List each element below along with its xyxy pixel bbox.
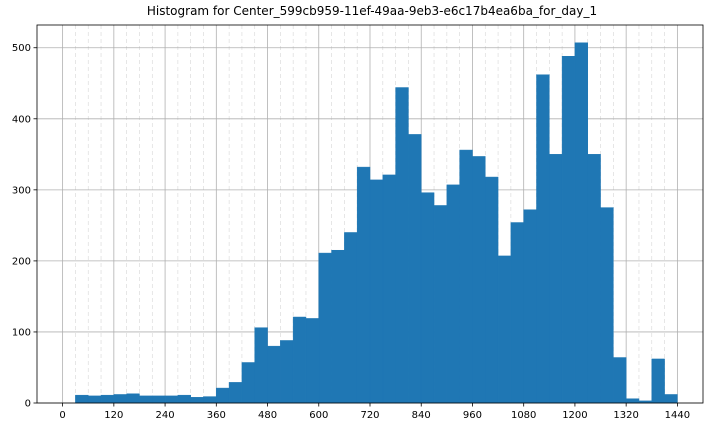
x-tick-label: 120 — [104, 410, 123, 421]
histogram-bar — [587, 154, 601, 404]
histogram-bar — [139, 395, 153, 404]
histogram-bar — [472, 156, 486, 404]
histogram-bar — [369, 179, 384, 404]
x-tick-label: 960 — [463, 410, 482, 421]
histogram-bar — [203, 396, 217, 404]
x-tick-label: 240 — [156, 410, 175, 421]
y-tick-label: 400 — [12, 114, 31, 125]
x-tick-label: 840 — [412, 410, 431, 421]
x-axis: 0 120 240 360 480 600 720 840 960 1080 1200 1320 144… — [59, 403, 690, 421]
x-tick-label: 600 — [309, 410, 328, 421]
histogram-bar — [241, 362, 255, 404]
histogram-bar — [536, 74, 550, 404]
histogram-bar — [395, 87, 409, 404]
histogram-bar — [420, 192, 435, 404]
y-tick-label: 200 — [12, 256, 31, 267]
histogram-bar — [433, 205, 448, 404]
histogram-bar — [382, 174, 396, 404]
histogram-bar — [344, 232, 358, 404]
histogram-bar — [549, 154, 563, 404]
histogram-bar — [280, 340, 294, 404]
y-tick-label: 0 — [25, 399, 31, 410]
histogram-bar — [356, 166, 371, 404]
y-axis: 0 100 200 300 400 500 — [12, 43, 37, 410]
histogram-bar — [574, 42, 588, 404]
histogram-bar — [190, 397, 204, 404]
x-tick-label: 720 — [360, 410, 379, 421]
histogram-bar — [664, 394, 678, 404]
histogram-bar — [446, 184, 460, 404]
histogram-bar — [613, 357, 627, 404]
histogram-bar — [510, 222, 524, 404]
histogram-bar — [177, 394, 191, 404]
histogram-bar — [561, 56, 576, 404]
histogram-bar — [459, 149, 473, 404]
histogram-bar — [113, 394, 127, 404]
x-tick-label: 1200 — [562, 410, 587, 421]
histogram-bar — [100, 394, 115, 404]
histogram-bar — [305, 318, 320, 404]
y-tick-label: 100 — [12, 327, 31, 338]
histogram-bar — [497, 255, 512, 404]
histogram-bar — [216, 387, 230, 404]
histogram-bar — [164, 395, 179, 404]
x-tick-label: 1440 — [665, 410, 690, 421]
histogram-bar — [318, 252, 332, 404]
x-tick-label: 1320 — [613, 410, 638, 421]
histogram-bar — [152, 395, 166, 404]
x-tick-label: 0 — [59, 410, 65, 421]
histogram-bar — [228, 382, 243, 404]
histogram-bar — [292, 316, 307, 404]
histogram-bar — [267, 345, 281, 404]
histogram-bar — [600, 207, 614, 404]
chart-title: Histogram for Center_599cb959-11ef-49aa-… — [147, 4, 597, 18]
histogram-bar — [485, 176, 499, 404]
x-tick-label: 360 — [207, 410, 226, 421]
histogram-bars — [75, 42, 678, 404]
histogram-bar — [254, 327, 268, 404]
y-tick-label: 500 — [12, 43, 31, 54]
histogram-bar — [331, 249, 345, 404]
histogram-bar — [126, 393, 140, 404]
histogram-bar — [408, 134, 422, 404]
histogram-bar — [523, 209, 537, 404]
histogram-bar — [75, 394, 89, 404]
y-tick-label: 300 — [12, 185, 31, 196]
histogram-bar — [87, 395, 102, 404]
x-tick-label: 480 — [258, 410, 277, 421]
histogram-bar — [651, 358, 665, 404]
histogram-bar — [625, 398, 640, 404]
x-tick-label: 1080 — [511, 410, 536, 421]
